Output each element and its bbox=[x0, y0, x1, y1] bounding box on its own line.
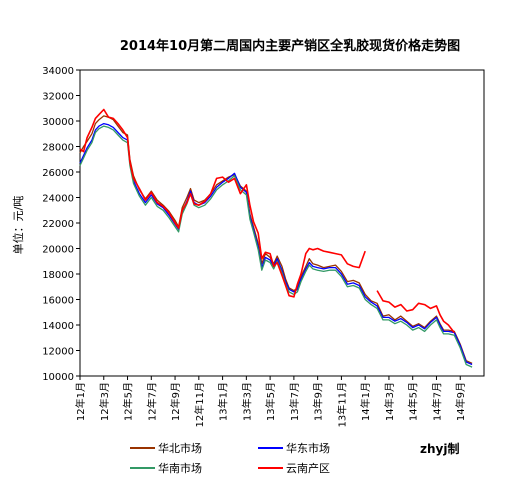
x-tick-label: 13年7月 bbox=[288, 382, 301, 421]
y-tick-label: 16000 bbox=[42, 296, 74, 307]
y-tick-label: 18000 bbox=[42, 270, 74, 281]
y-tick-label: 26000 bbox=[42, 168, 74, 179]
watermark-text: zhyj制 bbox=[420, 441, 459, 456]
x-tick-label: 12年9月 bbox=[169, 382, 182, 421]
legend-label: 华南市场 bbox=[158, 461, 202, 475]
chart-title: 2014年10月第二周国内主要产销区全乳胶现货价格走势图 bbox=[120, 38, 460, 54]
y-tick-label: 14000 bbox=[42, 321, 74, 332]
x-axis: 12年1月 12年3月 12年5月 12年7月 12年9月 12年11月 13年1月 13年3… bbox=[74, 376, 467, 427]
x-tick-label: 14年5月 bbox=[407, 382, 420, 421]
legend-label: 云南产区 bbox=[286, 461, 330, 475]
y-tick-label: 32000 bbox=[42, 92, 74, 103]
y-tick-label: 24000 bbox=[42, 194, 74, 205]
series-line-3 bbox=[79, 125, 473, 368]
legend-label: 华东市场 bbox=[286, 441, 330, 455]
x-tick-label: 13年3月 bbox=[240, 382, 253, 421]
x-tick-label: 12年7月 bbox=[145, 382, 158, 421]
x-tick-label: 12年11月 bbox=[193, 382, 206, 427]
y-tick-label: 12000 bbox=[42, 347, 74, 358]
series-line-2 bbox=[79, 122, 473, 366]
x-tick-label: 14年3月 bbox=[383, 382, 396, 421]
x-tick-label: 13年1月 bbox=[217, 382, 230, 421]
x-tick-label: 14年7月 bbox=[430, 382, 443, 421]
y-tick-label: 22000 bbox=[42, 219, 74, 230]
series-group bbox=[79, 108, 473, 368]
y-tick-label: 30000 bbox=[42, 117, 74, 128]
legend-label: 华北市场 bbox=[158, 441, 202, 455]
y-axis: 10000 12000 14000 16000 18000 20000 22000 24000… bbox=[42, 66, 80, 383]
y-tick-label: 28000 bbox=[42, 143, 74, 154]
x-tick-label: 13年5月 bbox=[264, 382, 277, 421]
x-tick-label: 14年1月 bbox=[359, 382, 372, 421]
series-line-4 bbox=[79, 108, 455, 334]
y-tick-label: 10000 bbox=[42, 372, 74, 383]
y-tick-label: 34000 bbox=[42, 66, 74, 77]
y-axis-label: 单位：元/吨 bbox=[11, 196, 25, 255]
x-tick-label: 13年11月 bbox=[335, 382, 348, 427]
x-tick-label: 12年5月 bbox=[122, 382, 135, 421]
x-tick-label: 12年1月 bbox=[74, 382, 87, 421]
x-tick-label: 13年9月 bbox=[312, 382, 325, 421]
x-tick-label: 12年3月 bbox=[98, 382, 111, 421]
y-tick-label: 20000 bbox=[42, 245, 74, 256]
series-line-1 bbox=[79, 115, 473, 364]
x-tick-label: 14年9月 bbox=[454, 382, 467, 421]
